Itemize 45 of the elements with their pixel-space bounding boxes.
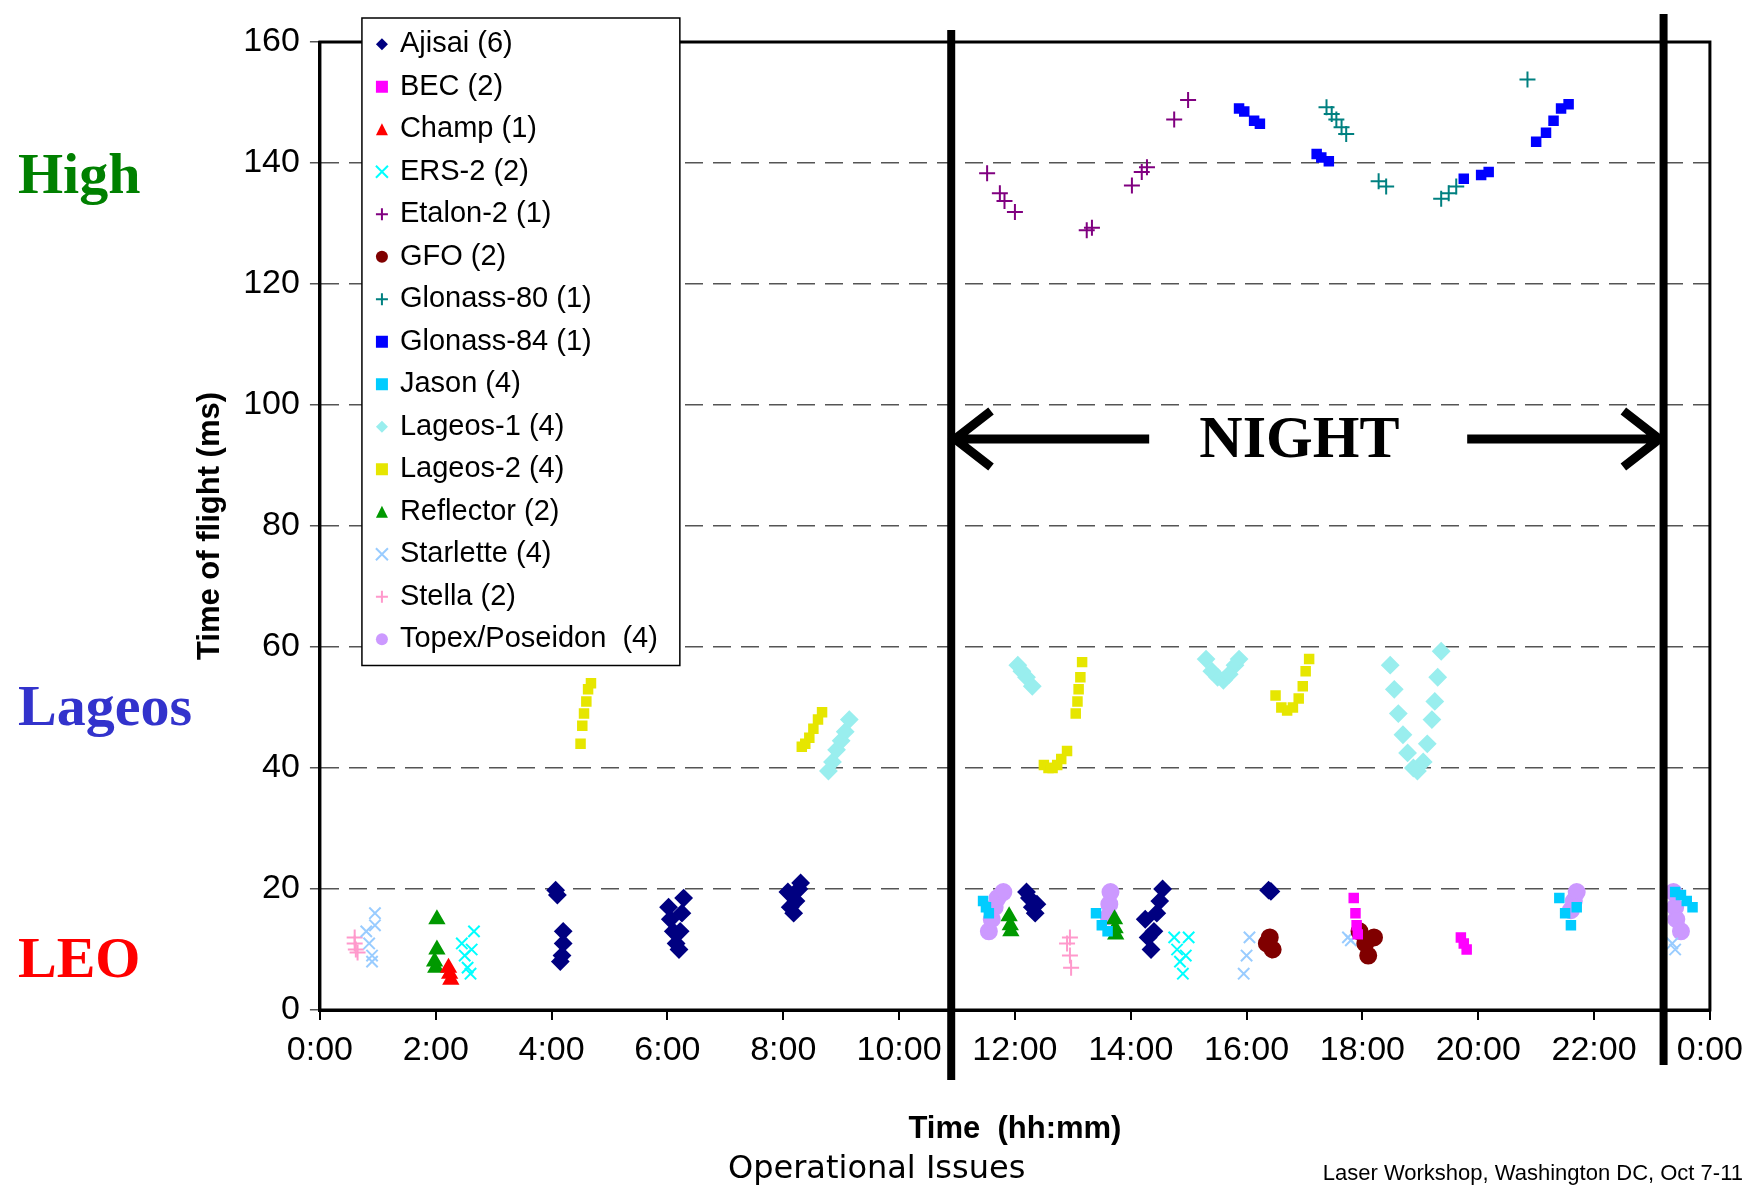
y-tick-label: 120	[243, 262, 300, 301]
x-tick-label: 22:00	[1551, 1028, 1637, 1067]
text: Lageos	[18, 672, 192, 738]
x-tick-label: 20:00	[1435, 1028, 1521, 1067]
legend-label: Starlette (4)	[399, 536, 552, 569]
x-tick-label: 12:00	[972, 1028, 1058, 1067]
legend-label: Stella (2)	[399, 578, 516, 611]
legend-label: ERS-2 (2)	[399, 153, 529, 186]
legend-label: Glonass-80 (1)	[399, 281, 592, 314]
x-tick-label: 14:00	[1088, 1028, 1174, 1067]
x-tick-label: 8:00	[750, 1028, 817, 1067]
legend-label: Topex/Poseidon (4)	[399, 621, 658, 654]
y-tick-label: 20	[262, 867, 300, 906]
y-tick-label: 140	[243, 141, 300, 180]
text: High	[18, 140, 141, 206]
y-axis-title: Time of flight (ms)	[191, 391, 227, 661]
y-tick-label: 0	[281, 988, 300, 1027]
legend-label: Champ (1)	[399, 111, 537, 144]
text: Laser Workshop, Washington DC, Oct 7-11	[1322, 1160, 1743, 1186]
x-tick-label: 2:00	[402, 1028, 469, 1067]
legend-label: Reflector (2)	[399, 493, 560, 526]
legend-label: Glonass-84 (1)	[399, 323, 592, 356]
x-tick-label: 6:00	[634, 1028, 701, 1067]
x-tick-label: 18:00	[1319, 1028, 1405, 1067]
x-tick-label: 10:00	[856, 1028, 942, 1067]
annotation: NIGHT	[1198, 402, 1401, 472]
legend-label: Lageos-1 (4)	[399, 408, 565, 441]
text: Operational Issues	[728, 1148, 1026, 1186]
y-tick-label: 40	[262, 746, 300, 785]
y-tick-label: 160	[243, 20, 300, 59]
x-tick-label: 4:00	[518, 1028, 585, 1067]
x-axis-title: Time (hh:mm)	[908, 1109, 1122, 1145]
y-tick-label: 80	[262, 504, 300, 543]
legend-label: BEC (2)	[399, 68, 504, 101]
x-tick-label: 16:00	[1204, 1028, 1290, 1067]
text: LEO	[18, 924, 141, 990]
x-tick-label: 0:00	[1676, 1028, 1744, 1067]
legend-label: Etalon-2 (1)	[399, 196, 552, 229]
legend-label: GFO (2)	[399, 238, 507, 271]
y-tick-label: 100	[243, 383, 300, 422]
legend-label: Ajisai (6)	[399, 26, 513, 59]
legend-label: Lageos-2 (4)	[399, 451, 565, 484]
y-tick-label: 60	[262, 625, 300, 664]
x-tick-label: 0:00	[286, 1028, 354, 1067]
legend-label: Jason (4)	[399, 366, 521, 399]
